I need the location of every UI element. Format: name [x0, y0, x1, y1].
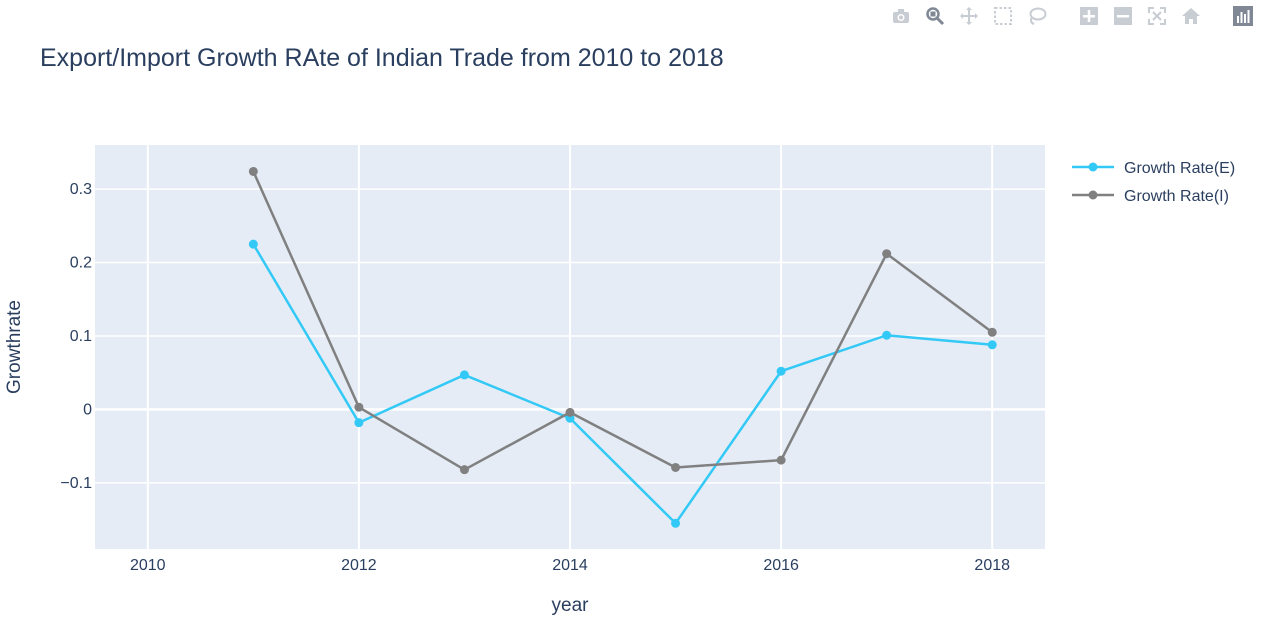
reset-axes-button[interactable]: [1178, 4, 1204, 28]
data-point[interactable]: [248, 166, 258, 176]
y-tick-label: 0.1: [70, 328, 92, 345]
zoom-out-icon: [1114, 7, 1132, 25]
zoom-in-button[interactable]: [1076, 4, 1102, 28]
legend-item[interactable]: Growth Rate(E): [1072, 160, 1235, 177]
y-axis-title: Growthrate: [4, 300, 25, 394]
y-tick-label: 0.3: [70, 181, 92, 198]
pan-button[interactable]: [956, 4, 982, 28]
x-tick-label: 2012: [341, 557, 377, 574]
data-point[interactable]: [248, 239, 258, 249]
y-tick-label: −0.1: [60, 475, 92, 492]
x-tick-label: 2014: [552, 557, 588, 574]
legend-marker: [1088, 190, 1098, 200]
camera-icon: [893, 9, 909, 23]
legend-item[interactable]: Growth Rate(I): [1072, 188, 1229, 205]
reset-axes-icon: [1182, 8, 1200, 24]
legend-marker: [1088, 162, 1098, 172]
x-axis-title: year: [552, 595, 590, 616]
data-point[interactable]: [354, 402, 364, 412]
lasso-select-button[interactable]: [1024, 4, 1050, 28]
x-tick-label: 2010: [130, 557, 166, 574]
legend-label: Growth Rate(I): [1124, 188, 1229, 205]
data-point[interactable]: [565, 407, 575, 417]
data-point[interactable]: [987, 327, 997, 337]
camera-button[interactable]: [888, 4, 914, 28]
data-point[interactable]: [882, 249, 892, 259]
modebar: [888, 4, 1256, 28]
series-line[interactable]: [252, 170, 993, 471]
chart-title: Export/Import Growth RAte of Indian Trad…: [40, 44, 724, 72]
series-0[interactable]: [248, 239, 997, 528]
zoom-button[interactable]: [922, 4, 948, 28]
box-select-button[interactable]: [990, 4, 1016, 28]
plotly-logo-icon: [1233, 6, 1253, 26]
data-point[interactable]: [671, 462, 681, 472]
data-point[interactable]: [882, 330, 892, 340]
data-point[interactable]: [987, 340, 997, 350]
data-point[interactable]: [354, 418, 364, 428]
plotly-logo-button[interactable]: [1230, 4, 1256, 28]
data-point[interactable]: [459, 465, 469, 475]
zoom-icon: [926, 7, 945, 26]
lasso-select-icon: [1029, 7, 1047, 25]
pan-icon: [960, 7, 978, 25]
data-point[interactable]: [671, 518, 681, 528]
data-point[interactable]: [776, 455, 786, 465]
zoom-in-icon: [1080, 7, 1098, 25]
series-1[interactable]: [248, 166, 997, 475]
y-tick-label: 0.2: [70, 255, 92, 272]
data-point[interactable]: [776, 366, 786, 376]
x-tick-label: 2018: [974, 557, 1010, 574]
y-tick-label: 0: [83, 401, 92, 418]
legend-label: Growth Rate(E): [1124, 160, 1235, 177]
x-tick-label: 2016: [763, 557, 799, 574]
data-point[interactable]: [459, 370, 469, 380]
zoom-out-button[interactable]: [1110, 4, 1136, 28]
series-line[interactable]: [252, 243, 993, 525]
autoscale-button[interactable]: [1144, 4, 1170, 28]
autoscale-icon: [1148, 7, 1166, 25]
box-select-icon: [994, 7, 1012, 25]
